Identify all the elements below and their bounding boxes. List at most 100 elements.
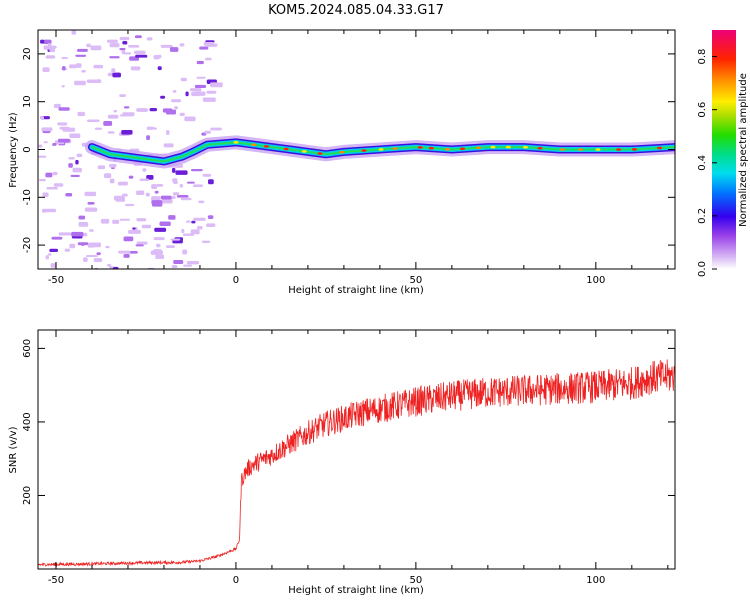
noise-speck [208, 179, 214, 185]
colorbar: 0.0 0.2 0.4 0.6 0.8 Normalized spectral ampl… [697, 30, 749, 277]
noise-speck [202, 97, 216, 102]
noise-speck [57, 138, 70, 143]
noise-speck [93, 64, 104, 69]
snr-xlabel: Height of straight line (km) [288, 585, 424, 596]
noise-speck [112, 72, 121, 78]
noise-speck [173, 259, 184, 264]
ridge-peak [317, 152, 323, 155]
noise-speck [75, 63, 82, 68]
ridge-peak [578, 148, 584, 151]
noise-speck [68, 163, 73, 168]
noise-speck [196, 76, 206, 79]
noise-speck [135, 54, 148, 58]
noise-speck [170, 238, 181, 241]
noise-speck [135, 244, 144, 247]
noise-speck [121, 129, 133, 135]
spectrogram-panel: -50 0 50 100 -20 -10 0 10 20 Height of straight … [8, 29, 676, 296]
colorbar-tick-label: 0.4 [697, 155, 708, 171]
noise-speck [45, 255, 49, 260]
ridge-peak [251, 143, 257, 146]
noise-speck [150, 250, 163, 255]
noise-speck [43, 141, 48, 144]
noise-speck [45, 55, 56, 59]
noise-speck [49, 248, 59, 253]
noise-speck [130, 66, 141, 71]
noise-speck [52, 171, 58, 176]
noise-speck [194, 91, 206, 96]
noise-speck [152, 127, 157, 130]
noise-speck [47, 253, 52, 256]
noise-speck [76, 153, 83, 158]
noise-speck [182, 233, 195, 236]
noise-speck [61, 56, 68, 59]
ridge-peak [339, 150, 345, 154]
spectrogram-ytick-label: -20 [22, 237, 33, 253]
noise-speck [142, 168, 147, 172]
noise-speck [166, 130, 170, 136]
noise-speck [118, 250, 131, 254]
noise-speck [43, 39, 52, 45]
ridge-peak [263, 145, 269, 148]
noise-speck [153, 237, 165, 241]
noise-speck [65, 193, 73, 197]
noise-speck [81, 69, 86, 73]
noise-speck [96, 252, 101, 256]
noise-speck [57, 122, 68, 126]
noise-speck [155, 254, 165, 259]
noise-speck [149, 107, 157, 112]
noise-speck [83, 257, 88, 262]
noise-speck [202, 173, 212, 177]
spectrogram-ylabel: Frequency (Hz) [8, 112, 19, 188]
noise-speck [122, 40, 128, 45]
noise-speck [93, 258, 103, 262]
snr-marks [38, 359, 675, 568]
colorbar-ticks: 0.0 0.2 0.4 0.6 0.8 [697, 49, 717, 277]
noise-speck [168, 215, 176, 220]
noise-speck [58, 107, 70, 111]
noise-speck [175, 170, 188, 175]
noise-speck [45, 172, 53, 178]
noise-speck [171, 167, 176, 173]
noise-speck [160, 195, 172, 200]
noise-speck [190, 229, 200, 235]
noise-speck [192, 184, 204, 188]
noise-speck [119, 114, 129, 117]
noise-speck [156, 184, 164, 187]
noise-speck [172, 89, 177, 93]
noise-speck [207, 215, 214, 219]
noise-speck [111, 68, 116, 73]
noise-speck [78, 221, 89, 227]
noise-speck [203, 41, 215, 46]
noise-speck [119, 218, 130, 221]
noise-speck [206, 223, 216, 227]
noise-speck [186, 181, 195, 184]
noise-speck [104, 173, 112, 179]
noise-speck [113, 109, 118, 113]
snr-ylabel: SNR (v/v) [8, 426, 19, 473]
noise-speck [171, 99, 182, 103]
noise-speck [157, 66, 162, 71]
spectrogram-xtick-label: -50 [48, 275, 64, 286]
noise-speck [210, 127, 222, 131]
snr-xtick-label: -50 [48, 575, 64, 586]
noise-speck [100, 218, 110, 224]
noise-speck [173, 181, 178, 184]
noise-speck [86, 43, 91, 48]
noise-speck [141, 224, 152, 229]
noise-speck [106, 263, 112, 267]
noise-speck [115, 199, 126, 202]
noise-speck [103, 121, 113, 126]
noise-speck [128, 229, 141, 234]
ridge-peak [522, 145, 528, 149]
noise-speck [193, 217, 206, 221]
noise-speck [160, 95, 166, 99]
spectrogram-ytick-label: 20 [22, 48, 33, 61]
spectrogram-xtick-label: 50 [410, 275, 423, 286]
colorbar-label: Normalized spectral amplitude [738, 73, 749, 227]
noise-speck [112, 219, 120, 224]
noise-speck [181, 228, 185, 234]
noise-speck [204, 57, 212, 61]
noise-speck [123, 106, 130, 109]
noise-speck [162, 108, 173, 113]
